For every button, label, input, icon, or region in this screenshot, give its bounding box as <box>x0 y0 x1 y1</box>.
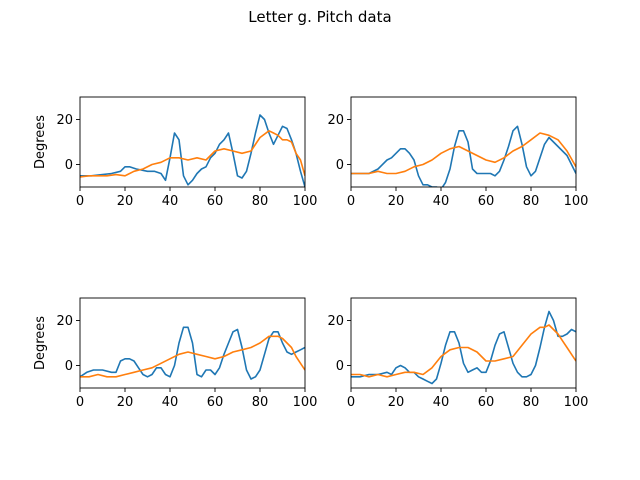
x-tick-label: 0 <box>76 194 84 209</box>
figure-title: Letter g. Pitch data <box>248 8 391 26</box>
x-tick-label: 20 <box>388 194 405 209</box>
y-axis-label: Degrees <box>33 316 48 370</box>
y-tick-label: 20 <box>56 314 73 329</box>
x-tick-label: 40 <box>433 395 450 410</box>
x-tick-label: 100 <box>564 395 589 410</box>
x-tick-label: 60 <box>207 395 224 410</box>
panel-top-right: 0 20 40 60 80 100 0 20 <box>327 96 589 209</box>
x-tick-label: 20 <box>388 395 405 410</box>
series-line-1 <box>351 125 576 187</box>
axes-frame <box>350 96 577 188</box>
panel-bottom-right: 0 20 40 60 80 100 0 20 <box>327 297 589 410</box>
axes-frame <box>79 297 306 389</box>
series-line-1 <box>80 114 305 187</box>
x-tick-label: 100 <box>293 395 318 410</box>
y-tick-label: 0 <box>65 158 73 173</box>
x-tick-label: 60 <box>207 194 224 209</box>
series-line-2 <box>80 335 305 378</box>
x-tick-label: 0 <box>76 395 84 410</box>
x-tick-label: 60 <box>478 194 495 209</box>
y-tick-label: 0 <box>336 359 344 374</box>
y-tick-label: 20 <box>327 314 344 329</box>
y-tick-label: 0 <box>65 359 73 374</box>
x-tick-label: 100 <box>293 194 318 209</box>
y-tick-label: 20 <box>327 113 344 128</box>
series-line-1 <box>351 310 576 385</box>
x-tick-label: 100 <box>564 194 589 209</box>
x-tick-label: 40 <box>162 395 179 410</box>
x-tick-label: 40 <box>162 194 179 209</box>
x-tick-label: 20 <box>117 194 134 209</box>
x-tick-label: 80 <box>252 194 269 209</box>
x-tick-label: 40 <box>433 194 450 209</box>
series-line-2 <box>351 132 576 175</box>
x-tick-label: 0 <box>347 194 355 209</box>
x-tick-label: 80 <box>523 395 540 410</box>
panel-bottom-left: 0 20 40 60 80 100 0 20 Degrees <box>33 297 318 410</box>
series-line-1 <box>80 326 305 380</box>
x-tick-label: 60 <box>478 395 495 410</box>
series-line-2 <box>351 324 576 378</box>
x-tick-label: 0 <box>347 395 355 410</box>
y-axis-label: Degrees <box>33 115 48 169</box>
axes-frame <box>350 297 577 389</box>
y-tick-label: 0 <box>336 158 344 173</box>
x-tick-label: 80 <box>252 395 269 410</box>
axes-frame <box>79 96 306 188</box>
x-tick-label: 20 <box>117 395 134 410</box>
panel-top-left: 0 20 40 60 80 100 0 20 Degrees <box>33 96 318 209</box>
series-line-2 <box>80 130 305 178</box>
x-tick-label: 80 <box>523 194 540 209</box>
y-tick-label: 20 <box>56 113 73 128</box>
